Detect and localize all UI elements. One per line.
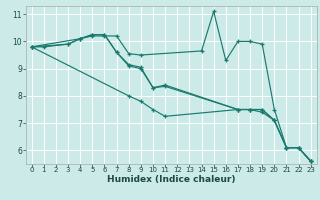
X-axis label: Humidex (Indice chaleur): Humidex (Indice chaleur) [107,175,236,184]
